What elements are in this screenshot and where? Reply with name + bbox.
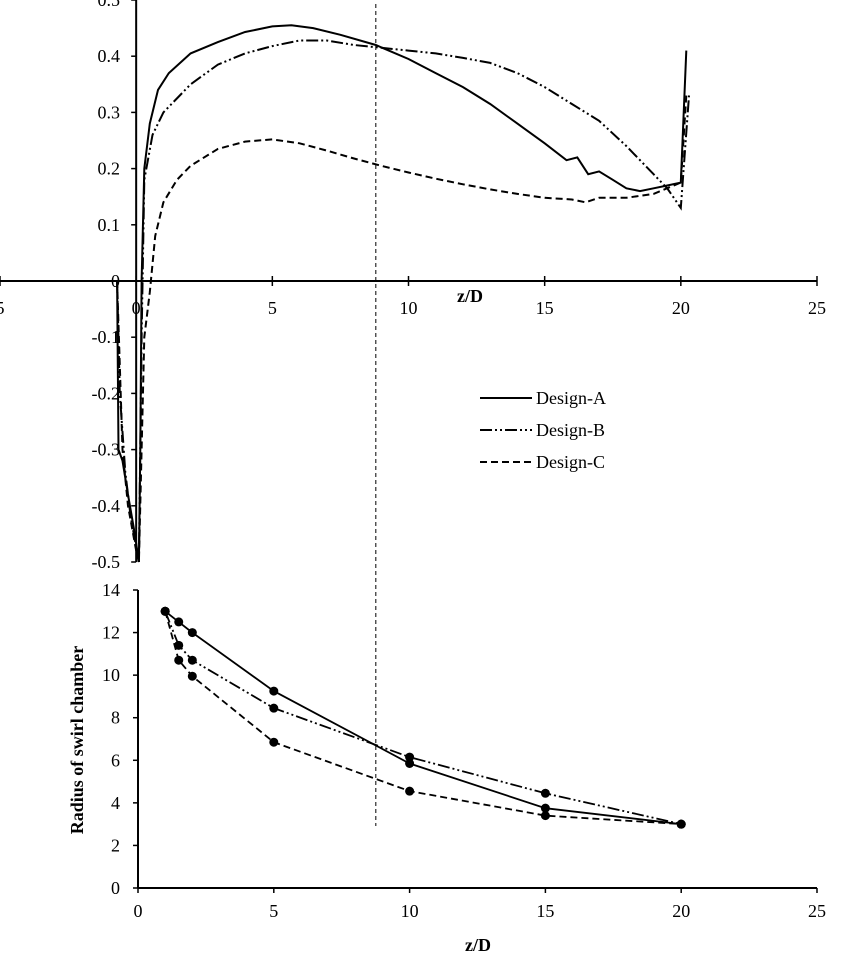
data-point-design-c	[676, 819, 686, 829]
top-chart: 5 0 5 10 15 20 25 -0.5 -0.4 -0.3 -0.2 -0.1 0 0.1 0.2 0.…	[0, 0, 826, 572]
top-legend: Design-A Design-B Design-C	[480, 388, 606, 472]
top-series-line-design-a	[116, 24, 688, 563]
bottom-series-lines	[164, 610, 682, 825]
data-point-design-b	[405, 752, 415, 762]
top-y-tick-label: 0	[111, 271, 120, 291]
data-point-design-c	[269, 737, 279, 747]
data-point-design-b	[174, 640, 184, 650]
top-x-tick-label: 5	[268, 298, 277, 318]
legend-label-design-c: Design-C	[536, 452, 605, 472]
bottom-series-markers	[160, 606, 686, 829]
bottom-x-tick-label: 15	[536, 901, 554, 921]
bottom-y-tick-label: 0	[111, 878, 120, 898]
data-point-design-c	[160, 606, 170, 616]
bottom-x-tick-label: 10	[401, 901, 419, 921]
top-x-tick-label: 15	[536, 298, 554, 318]
top-x-axis-label: z/D	[457, 286, 483, 306]
bottom-y-tick-label: 2	[111, 835, 120, 855]
bottom-y-tick-label: 14	[102, 580, 120, 600]
data-point-design-c	[174, 655, 184, 665]
bottom-x-tick-label: 20	[672, 901, 690, 921]
top-y-tick-label: 0.5	[98, 0, 121, 10]
top-y-tick-label: 0.3	[98, 102, 121, 122]
top-y-tick-label: -0.5	[92, 552, 121, 572]
bottom-axes	[133, 589, 818, 893]
data-point-design-a	[540, 803, 550, 813]
top-series-line-design-b	[116, 39, 690, 563]
bottom-chart: 0 5 10 15 20 25 0 2 4 6 8 10 12 14 z/D Radius of swir…	[67, 580, 826, 955]
top-axes	[0, 0, 818, 563]
data-point-design-b	[269, 703, 279, 713]
bottom-x-axis-label: z/D	[465, 935, 491, 955]
bottom-y-tick-label: 4	[111, 793, 120, 813]
data-point-design-c	[405, 786, 415, 796]
top-series-lines	[116, 24, 690, 563]
bottom-y-tick-label: 10	[102, 665, 120, 685]
top-y-tick-label: -0.2	[92, 383, 121, 403]
bottom-x-tick-label: 25	[808, 901, 826, 921]
bottom-y-axis-label: Radius of swirl chamber	[67, 646, 87, 835]
top-y-tick-label: -0.1	[92, 327, 121, 347]
top-y-tick-label: -0.3	[92, 440, 121, 460]
data-point-design-a	[174, 617, 184, 627]
top-x-tick-label: 25	[808, 298, 826, 318]
bottom-series-line-design-c	[164, 611, 682, 825]
legend-label-design-b: Design-B	[536, 420, 605, 440]
data-point-design-b	[187, 655, 197, 665]
top-y-tick-label: -0.4	[92, 496, 121, 516]
top-x-tick-label: 20	[672, 298, 690, 318]
bottom-x-tick-label: 0	[134, 901, 143, 921]
top-y-tick-label: 0.2	[98, 159, 121, 179]
legend-label-design-a: Design-A	[536, 388, 606, 408]
bottom-x-tick-label: 5	[269, 901, 278, 921]
data-point-design-c	[540, 811, 550, 821]
data-point-design-a	[187, 628, 197, 638]
bottom-y-tick-label: 12	[102, 623, 120, 643]
data-point-design-c	[187, 671, 197, 681]
top-series-line-design-c	[116, 95, 688, 563]
top-y-tick-label: 0.1	[98, 215, 121, 235]
top-x-tick-label: 10	[400, 298, 418, 318]
bottom-y-tick-label: 6	[111, 750, 120, 770]
top-x-tick-label: 0	[132, 298, 141, 318]
data-point-design-a	[269, 686, 279, 696]
top-x-tick-label: 5	[0, 298, 5, 318]
data-point-design-b	[540, 788, 550, 798]
bottom-tick-labels: 0 5 10 15 20 25 0 2 4 6 8 10 12 14	[102, 580, 826, 921]
top-y-tick-label: 0.4	[98, 46, 121, 66]
bottom-y-tick-label: 8	[111, 708, 120, 728]
data-point-design-a	[405, 758, 415, 768]
top-tick-labels: 5 0 5 10 15 20 25 -0.5 -0.4 -0.3 -0.2 -0.1 0 0.1 0.2 0.…	[0, 0, 826, 572]
